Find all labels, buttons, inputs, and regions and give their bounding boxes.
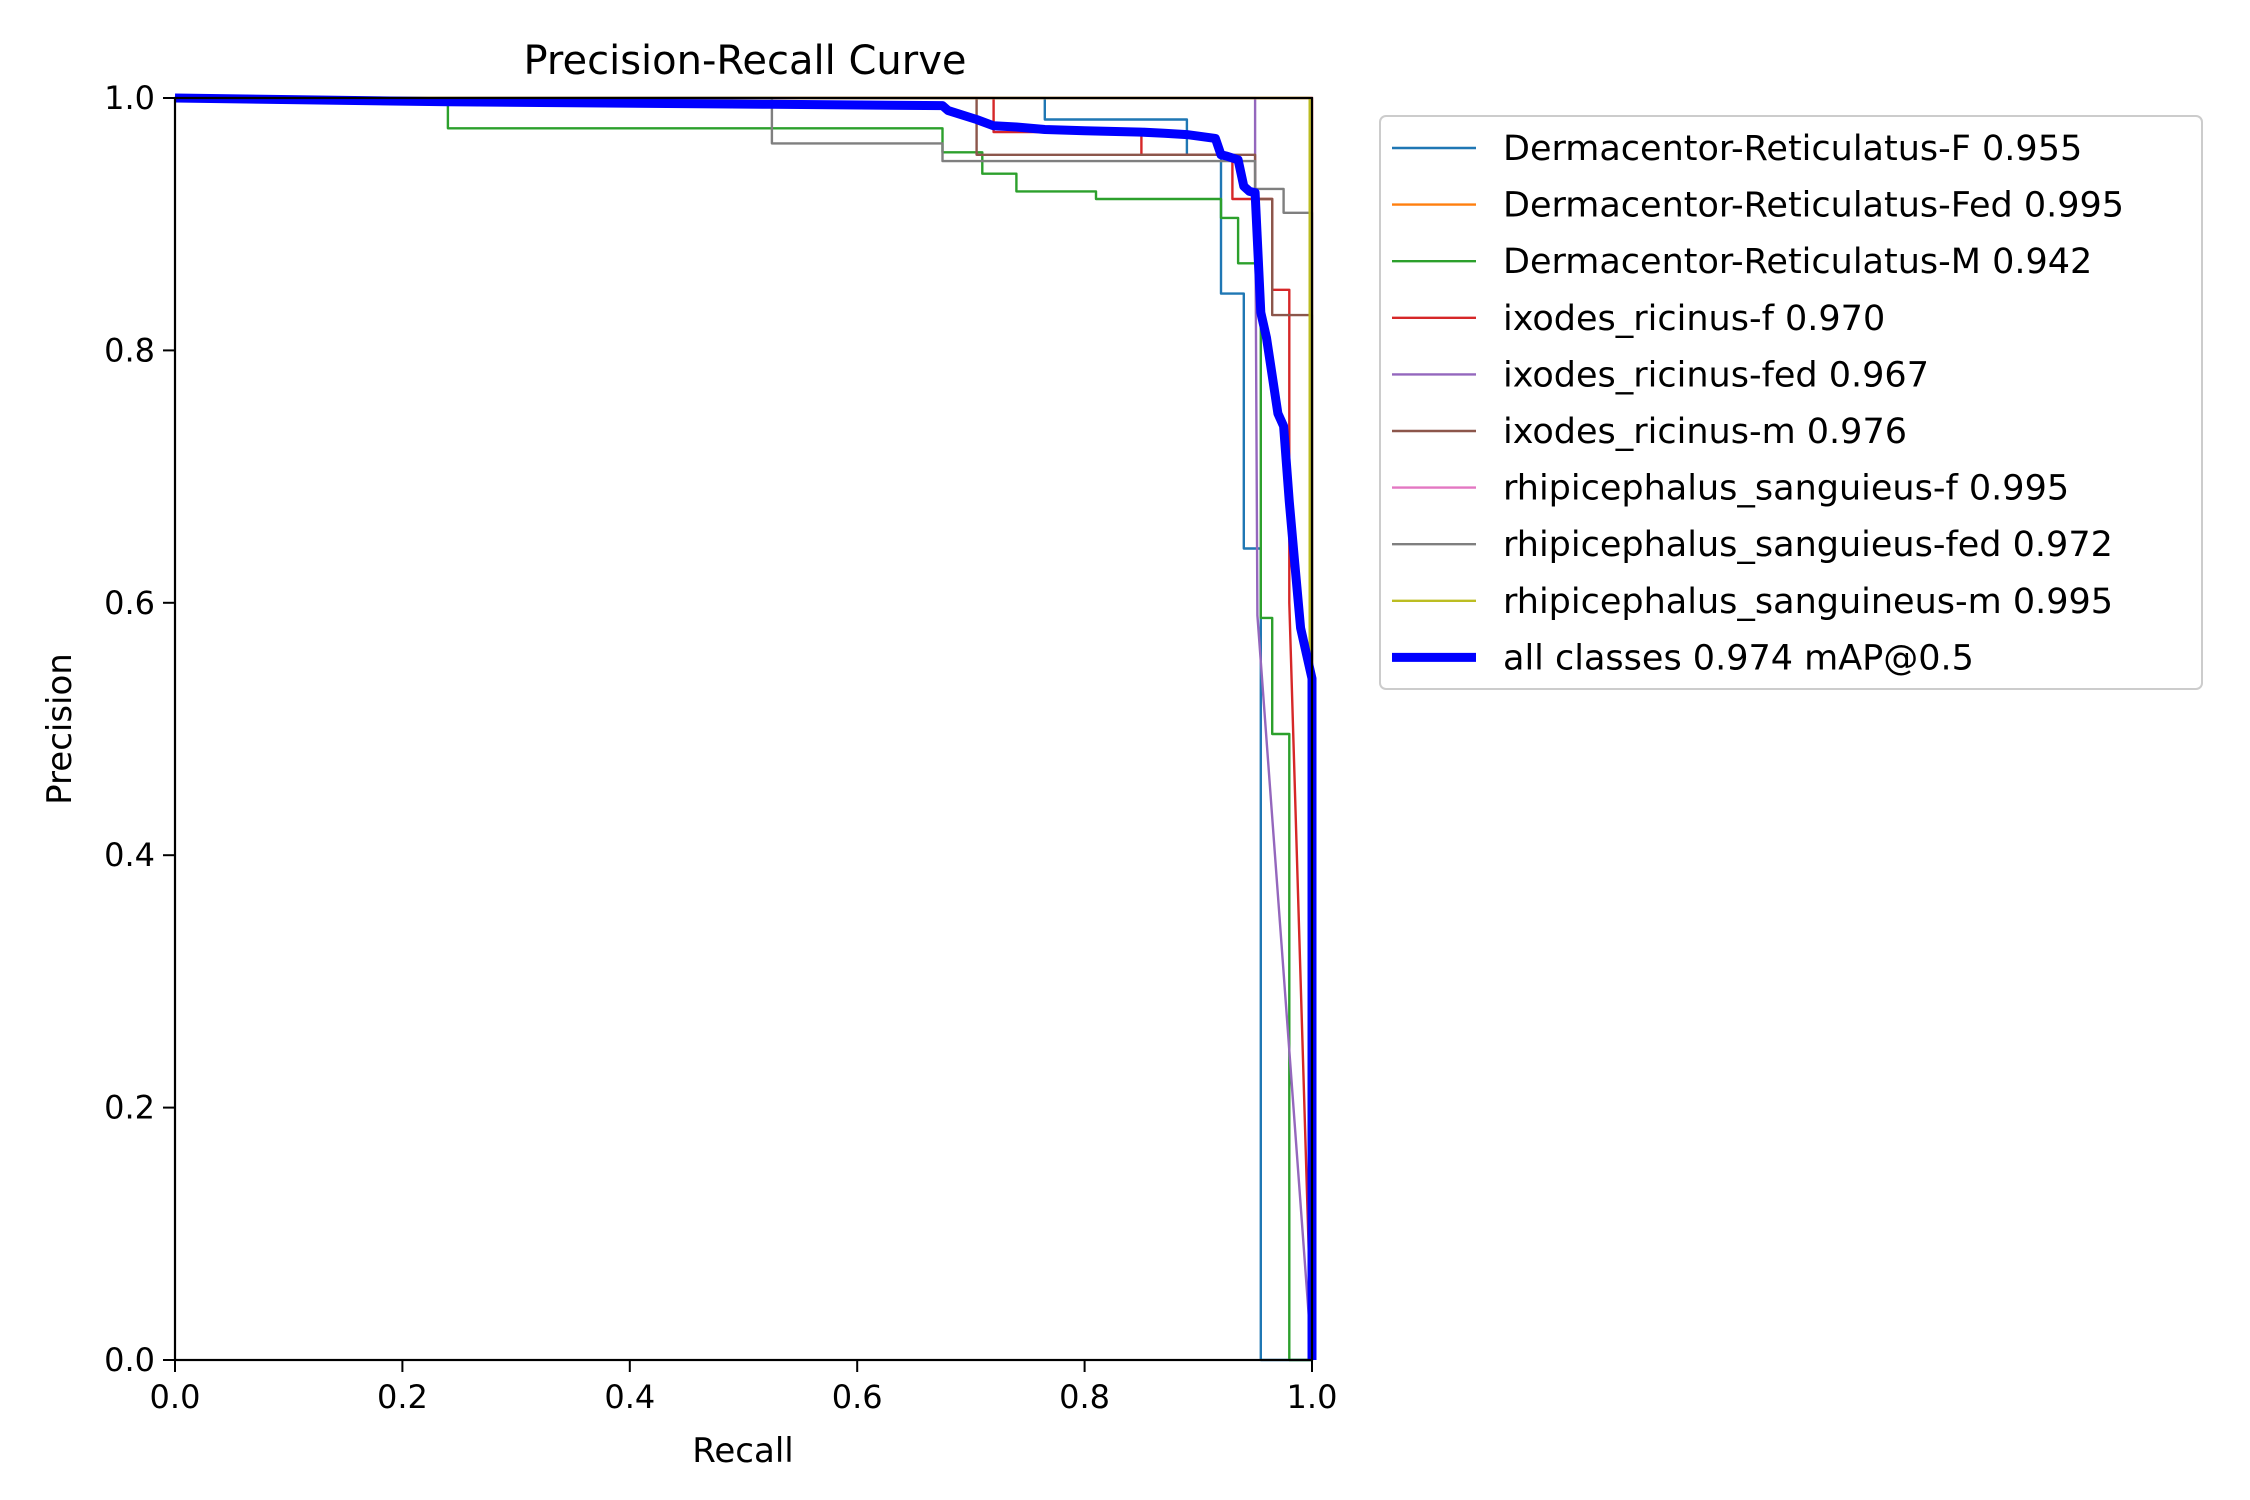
series-line-1 (175, 96, 1314, 1360)
legend-label: ixodes_ricinus-f 0.970 (1503, 299, 1885, 339)
chart-title: Precision-Recall Curve (524, 38, 967, 84)
y-tick-label: 0.6 (104, 584, 155, 622)
y-tick-label: 0.0 (104, 1341, 155, 1379)
axes-frame (173, 96, 1314, 1362)
series-line-8 (175, 96, 1311, 1360)
series-line-4 (175, 96, 1314, 1361)
x-tick-label: 0.8 (1059, 1378, 1110, 1416)
legend-label: rhipicephalus_sanguineus-m 0.995 (1503, 582, 2113, 622)
legend-label: Dermacentor-Reticulatus-M 0.942 (1503, 242, 2092, 282)
plot-lines (174, 93, 1317, 1362)
series-line-5 (175, 96, 1314, 1360)
x-tick-label: 0.2 (377, 1378, 428, 1416)
x-tick-label: 0.6 (832, 1378, 883, 1416)
x-tick-label: 0.4 (604, 1378, 655, 1416)
series-line-6 (175, 96, 1314, 1360)
legend-label: ixodes_ricinus-m 0.976 (1503, 412, 1907, 452)
legend-label: all classes 0.974 mAP@0.5 (1503, 638, 1974, 678)
y-axis-label: Precision (40, 653, 80, 805)
y-tick-label: 0.2 (104, 1089, 155, 1127)
legend-label: rhipicephalus_sanguieus-fed 0.972 (1503, 525, 2113, 565)
series-line-3 (175, 96, 1314, 1361)
x-axis-ticks: 0.0 0.2 0.4 0.6 0.8 1.0 (150, 1360, 1338, 1416)
y-tick-label: 0.4 (104, 836, 155, 874)
legend-label: Dermacentor-Reticulatus-Fed 0.995 (1503, 186, 2124, 226)
y-tick-label: 1.0 (104, 79, 155, 117)
y-axis-ticks: 0.0 0.2 0.4 0.6 0.8 1.0 (104, 79, 175, 1379)
series-line-0 (175, 96, 1312, 1362)
legend-frame (1379, 115, 2203, 690)
series-line-9 (174, 93, 1317, 1360)
x-tick-label: 0.0 (150, 1378, 201, 1416)
x-axis-label: Recall (692, 1431, 793, 1471)
y-tick-label: 0.8 (104, 331, 155, 369)
series-line-2 (175, 96, 1312, 1362)
legend-label: Dermacentor-Reticulatus-F 0.955 (1503, 129, 2082, 169)
legend-label: ixodes_ricinus-fed 0.967 (1503, 355, 1929, 395)
x-tick-label: 1.0 (1287, 1378, 1338, 1416)
legend: Dermacentor-Reticulatus-F 0.955 Dermacent… (1379, 115, 2203, 690)
legend-label: rhipicephalus_sanguieus-f 0.995 (1503, 469, 2069, 509)
series-line-7 (175, 96, 1314, 1360)
